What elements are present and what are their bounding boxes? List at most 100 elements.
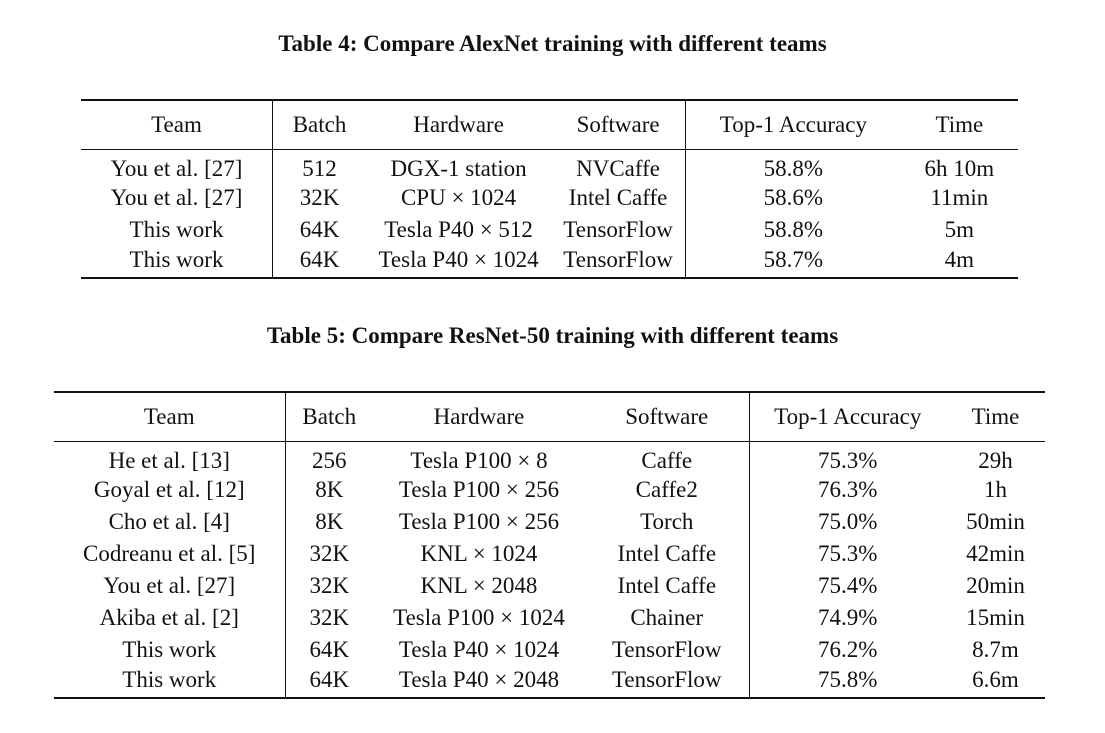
hardware-cell: DGX-1 station xyxy=(390,156,527,181)
table-row: You et al. [27] 512 DGX-1 station NVCaff… xyxy=(81,149,1018,182)
software-cell: Chainer xyxy=(585,602,750,634)
accuracy-cell: 76.2% xyxy=(818,637,878,662)
software-cell: Intel Caffe xyxy=(585,538,750,570)
team-cell: You et al. [27] xyxy=(54,570,286,602)
table4-caption: Table 4: Compare AlexNet training with d… xyxy=(278,31,827,56)
accuracy-cell: 58.7% xyxy=(763,246,824,272)
accuracy-cell: 75.4% xyxy=(818,573,878,598)
accuracy-cell: 75.3% xyxy=(818,541,878,566)
batch-cell: 32K xyxy=(309,541,350,566)
software-cell: TensorFlow xyxy=(551,214,687,246)
hardware-cell: Tesla P100 × 256 xyxy=(398,477,560,502)
software-cell: Intel Caffe xyxy=(551,182,687,214)
time-cell: 29h xyxy=(978,448,1013,473)
table-row: He et al. [13] 256 Tesla P100 × 8 Caffe … xyxy=(54,441,1045,474)
time-cell: 6.6m xyxy=(972,666,1019,692)
batch-cell: 32K xyxy=(309,605,350,630)
accuracy-cell: 75.0% xyxy=(818,509,878,534)
accuracy-cell: 58.6% xyxy=(763,185,824,210)
team-cell: You et al. [27] xyxy=(81,182,273,214)
software-cell: TensorFlow xyxy=(551,246,687,278)
accuracy-cell: 75.3% xyxy=(818,448,878,473)
table5-header-hardware: Hardware xyxy=(433,404,525,429)
batch-cell: 512 xyxy=(302,156,337,181)
table-row: This work 64K Tesla P40 × 512 TensorFlow… xyxy=(81,214,1018,246)
team-cell: This work xyxy=(54,666,286,698)
time-cell: 4m xyxy=(944,246,975,272)
time-cell: 5m xyxy=(944,217,975,242)
batch-cell: 64K xyxy=(309,637,350,662)
table4-header-accuracy: Top-1 Accuracy xyxy=(719,112,867,137)
table4-header-hardware: Hardware xyxy=(413,112,504,137)
table5-header-team: Team xyxy=(54,392,286,442)
hardware-cell: KNL × 1024 xyxy=(420,541,538,566)
table5-header-software: Software xyxy=(585,392,750,442)
table5-resnet50-comparison: Team Batch Hardware Software Top-1 Accur… xyxy=(54,391,1045,699)
table-row: Cho et al. [4] 8K Tesla P100 × 256 Torch… xyxy=(54,506,1045,538)
team-cell: Akiba et al. [2] xyxy=(54,602,286,634)
table5-caption: Table 5: Compare ResNet-50 training with… xyxy=(266,323,839,348)
time-cell: 1h xyxy=(984,477,1007,502)
time-cell: 50min xyxy=(966,509,1025,534)
table5-header-accuracy: Top-1 Accuracy xyxy=(774,404,922,429)
table4-alexnet-comparison: Team Batch Hardware Software Top-1 Accur… xyxy=(81,99,1018,279)
software-cell: Caffe2 xyxy=(585,474,750,506)
table-row: You et al. [27] 32K CPU × 1024 Intel Caf… xyxy=(81,182,1018,214)
table5-header-row: Team Batch Hardware Software Top-1 Accur… xyxy=(54,392,1045,442)
software-cell: Caffe xyxy=(585,441,750,474)
team-cell: This work xyxy=(54,634,286,666)
hardware-cell: Tesla P40 × 512 xyxy=(384,217,533,242)
table-row: You et al. [27] 32K KNL × 2048 Intel Caf… xyxy=(54,570,1045,602)
hardware-cell: Tesla P40 × 2048 xyxy=(398,666,560,692)
hardware-cell: Tesla P100 × 1024 xyxy=(393,605,565,630)
hardware-cell: Tesla P100 × 256 xyxy=(398,509,560,534)
team-cell: Goyal et al. [12] xyxy=(54,474,286,506)
accuracy-cell: 58.8% xyxy=(763,217,824,242)
table-row: Goyal et al. [12] 8K Tesla P100 × 256 Ca… xyxy=(54,474,1045,506)
table-row: Akiba et al. [2] 32K Tesla P100 × 1024 C… xyxy=(54,602,1045,634)
batch-cell: 64K xyxy=(299,246,340,272)
team-cell: This work xyxy=(81,246,273,278)
hardware-cell: KNL × 2048 xyxy=(420,573,538,598)
team-cell: He et al. [13] xyxy=(54,441,286,474)
table4-header-team: Team xyxy=(81,100,273,150)
software-cell: Intel Caffe xyxy=(585,570,750,602)
time-cell: 20min xyxy=(966,573,1025,598)
batch-cell: 64K xyxy=(309,666,350,692)
batch-cell: 8K xyxy=(315,509,344,534)
table4-header-software: Software xyxy=(551,100,687,150)
hardware-cell: Tesla P40 × 1024 xyxy=(378,246,539,272)
accuracy-cell: 58.8% xyxy=(763,156,824,181)
software-cell: TensorFlow xyxy=(585,634,750,666)
hardware-cell: Tesla P40 × 1024 xyxy=(398,637,560,662)
team-cell: Codreanu et al. [5] xyxy=(54,538,286,570)
table4-header-row: Team Batch Hardware Software Top-1 Accur… xyxy=(81,100,1018,150)
accuracy-cell: 76.3% xyxy=(818,477,878,502)
software-cell: NVCaffe xyxy=(551,149,687,182)
table-row: Codreanu et al. [5] 32K KNL × 1024 Intel… xyxy=(54,538,1045,570)
time-cell: 15min xyxy=(966,605,1025,630)
batch-cell: 8K xyxy=(315,477,344,502)
team-cell: Cho et al. [4] xyxy=(54,506,286,538)
batch-cell: 32K xyxy=(309,573,350,598)
batch-cell: 32K xyxy=(299,185,340,210)
table-row: This work 64K Tesla P40 × 2048 TensorFlo… xyxy=(54,666,1045,698)
table4-header-batch: Batch xyxy=(292,112,347,137)
software-cell: TensorFlow xyxy=(585,666,750,698)
team-cell: You et al. [27] xyxy=(81,149,273,182)
table5-header-time: Time xyxy=(971,404,1020,429)
table4-header-time: Time xyxy=(935,112,984,137)
hardware-cell: CPU × 1024 xyxy=(400,185,517,210)
hardware-cell: Tesla P100 × 8 xyxy=(410,448,548,473)
time-cell: 6h 10m xyxy=(924,156,995,181)
table-row: This work 64K Tesla P40 × 1024 TensorFlo… xyxy=(81,246,1018,278)
table5-header-batch: Batch xyxy=(302,404,357,429)
accuracy-cell: 75.8% xyxy=(818,666,878,692)
time-cell: 8.7m xyxy=(972,637,1019,662)
batch-cell: 256 xyxy=(312,448,347,473)
batch-cell: 64K xyxy=(299,217,340,242)
software-cell: Torch xyxy=(585,506,750,538)
accuracy-cell: 74.9% xyxy=(818,605,878,630)
time-cell: 42min xyxy=(966,541,1025,566)
table-row: This work 64K Tesla P40 × 1024 TensorFlo… xyxy=(54,634,1045,666)
